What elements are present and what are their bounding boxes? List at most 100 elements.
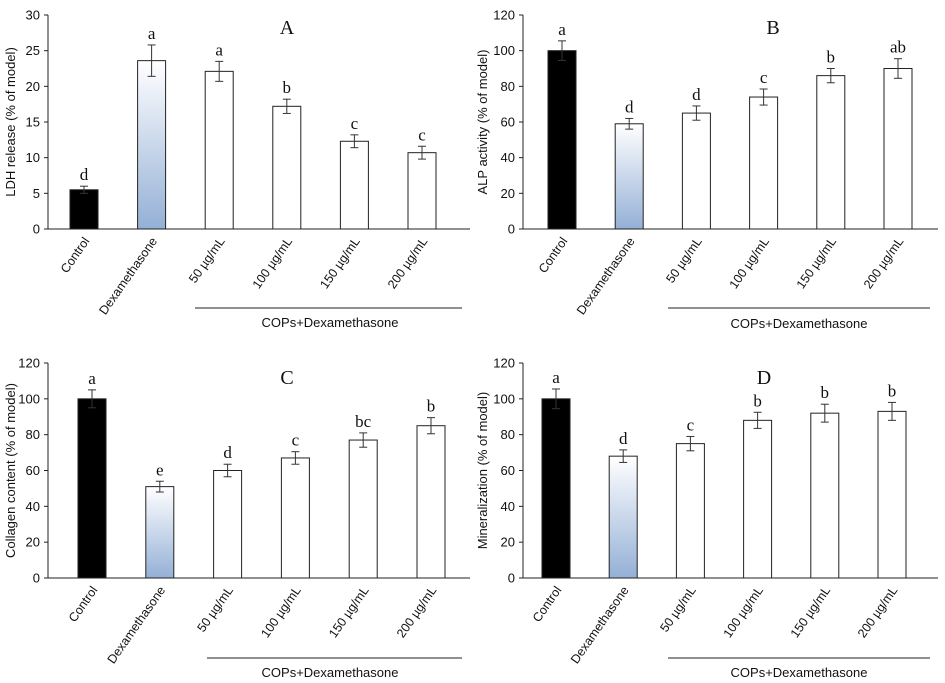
group-label: COPs+Dexamethasone — [262, 665, 399, 680]
category-label: Control — [536, 235, 571, 276]
group-label: COPs+Dexamethasone — [731, 316, 868, 331]
y-tick-label: 120 — [18, 356, 40, 371]
category-label: 100 µg/mL — [727, 235, 773, 292]
bar-100-g-ml — [743, 419, 773, 579]
significance-letter: a — [88, 369, 96, 388]
category-label: 150 µg/mL — [788, 584, 834, 641]
category-label: 150 µg/mL — [326, 584, 372, 641]
y-tick-label: 100 — [493, 391, 515, 406]
y-tick-label: 100 — [18, 391, 40, 406]
category-label: 50 µg/mL — [663, 235, 705, 286]
bar-control — [541, 398, 571, 579]
y-tick-label: 40 — [501, 150, 515, 165]
y-axis-label: Collagen content (% of model) — [3, 383, 18, 558]
category-label: 50 µg/mL — [195, 584, 237, 635]
y-tick-label: 120 — [493, 8, 515, 23]
bar-50-g-ml — [681, 112, 711, 230]
bar-100-g-ml — [272, 105, 302, 230]
y-tick-label: 80 — [26, 427, 40, 442]
y-tick-label: 30 — [26, 8, 40, 23]
bar-150-g-ml — [810, 412, 840, 579]
category-label: 150 µg/mL — [317, 235, 363, 292]
bar-150-g-ml — [339, 140, 369, 230]
y-tick-label: 0 — [33, 222, 40, 237]
bar-200-g-ml — [416, 425, 446, 579]
bar-dexamethasone — [137, 60, 167, 230]
bar-150-g-ml — [816, 75, 846, 230]
panel-A: 0 5 10 15 20 25 30 LDH release (% of model) Ad Co… — [3, 8, 470, 330]
significance-letter: a — [558, 20, 566, 39]
bar-control — [77, 398, 107, 579]
category-label: 200 µg/mL — [855, 584, 901, 641]
category-label: Dexamethasone — [105, 584, 169, 667]
bar-control — [69, 189, 99, 230]
group-label: COPs+Dexamethasone — [731, 665, 868, 680]
y-axis-label: ALP activity (% of model) — [475, 50, 490, 195]
panel-label: C — [280, 367, 293, 389]
bar-200-g-ml — [883, 68, 913, 230]
category-label: Control — [530, 584, 565, 625]
bar-50-g-ml — [204, 70, 234, 230]
significance-letter: a — [552, 368, 560, 387]
y-tick-label: 0 — [508, 571, 515, 586]
bar-dexamethasone — [614, 123, 644, 230]
y-axis-label: Mineralization (% of model) — [475, 392, 490, 550]
category-label: 50 µg/mL — [657, 584, 699, 635]
category-label: 100 µg/mL — [721, 584, 767, 641]
significance-letter: c — [292, 431, 300, 450]
panel-label: A — [280, 17, 295, 39]
bar-200-g-ml — [877, 410, 907, 579]
y-tick-label: 20 — [501, 186, 515, 201]
category-label: 50 µg/mL — [186, 235, 228, 286]
significance-letter: c — [760, 68, 768, 87]
category-label: 200 µg/mL — [385, 235, 431, 292]
significance-letter: ab — [890, 38, 906, 57]
significance-letter: bc — [355, 412, 372, 431]
bar-50-g-ml — [675, 443, 705, 579]
y-tick-label: 80 — [501, 427, 515, 442]
y-tick-label: 60 — [501, 115, 515, 130]
y-tick-label: 0 — [33, 571, 40, 586]
category-label: 100 µg/mL — [250, 235, 296, 292]
significance-letter: b — [821, 383, 830, 402]
category-label: Control — [58, 235, 93, 276]
significance-letter: b — [427, 397, 436, 416]
significance-letter: c — [351, 114, 359, 133]
significance-letter: d — [223, 443, 232, 462]
y-tick-label: 40 — [501, 499, 515, 514]
significance-letter: d — [80, 165, 89, 184]
category-label: Dexamethasone — [96, 235, 160, 318]
y-tick-label: 40 — [26, 499, 40, 514]
y-tick-label: 0 — [508, 222, 515, 237]
significance-letter: d — [692, 85, 701, 104]
group-label: COPs+Dexamethasone — [262, 315, 399, 330]
significance-letter: d — [619, 429, 628, 448]
category-label: 150 µg/mL — [794, 235, 840, 292]
y-tick-label: 120 — [493, 356, 515, 371]
significance-letter: d — [625, 97, 634, 116]
significance-letter: e — [156, 460, 164, 479]
y-tick-label: 100 — [493, 43, 515, 58]
bar-200-g-ml — [407, 152, 437, 230]
y-tick-label: 25 — [26, 43, 40, 58]
category-label: Dexamethasone — [574, 235, 638, 318]
category-label: 200 µg/mL — [861, 235, 907, 292]
panel-label: D — [757, 367, 771, 389]
significance-letter: b — [283, 78, 292, 97]
significance-letter: b — [753, 391, 762, 410]
significance-letter: a — [148, 24, 156, 43]
bar-150-g-ml — [348, 439, 378, 579]
y-tick-label: 60 — [26, 463, 40, 478]
bar-dexamethasone — [145, 486, 175, 579]
y-tick-label: 20 — [501, 535, 515, 550]
significance-letter: c — [687, 415, 695, 434]
bar-control — [547, 50, 577, 230]
y-tick-label: 60 — [501, 463, 515, 478]
bar-100-g-ml — [280, 457, 310, 579]
y-tick-label: 5 — [33, 186, 40, 201]
bar-100-g-ml — [749, 96, 779, 230]
y-tick-label: 20 — [26, 79, 40, 94]
panel-label: B — [766, 17, 779, 39]
